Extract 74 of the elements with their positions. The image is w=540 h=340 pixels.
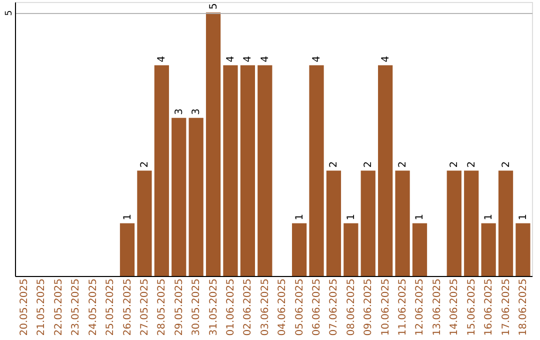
data-label: 4 [225, 56, 236, 62]
x-tick-label: 30.05.2025 [191, 278, 202, 336]
x-tick-label: 16.06.2025 [484, 278, 495, 336]
data-label: 1 [414, 214, 426, 220]
x-tick-label: 02.06.2025 [242, 278, 254, 336]
data-label: 5 [208, 3, 220, 10]
x-tick-label: 05.06.2025 [294, 278, 306, 336]
x-tick-label: 27.05.2025 [139, 278, 150, 336]
x-tick-label: 14.06.2025 [449, 278, 460, 336]
bar [360, 170, 376, 276]
bar [412, 223, 428, 276]
x-tick-label: 20.05.2025 [19, 278, 30, 336]
x-tick-label: 09.06.2025 [363, 278, 374, 336]
x-tick-label: 13.06.2025 [432, 278, 443, 336]
bar [188, 118, 204, 276]
data-label: 2 [328, 161, 340, 168]
data-label: 4 [312, 56, 323, 62]
bar [206, 12, 221, 276]
x-tick-label: 17.06.2025 [500, 278, 512, 336]
data-label: 4 [156, 56, 168, 62]
x-tick-label: 22.05.2025 [53, 278, 64, 336]
x-tick-label: 29.05.2025 [174, 278, 185, 336]
bar [223, 65, 238, 276]
data-label: 2 [466, 161, 478, 168]
x-tick-label: 15.06.2025 [466, 278, 478, 336]
data-label: 1 [346, 214, 357, 220]
bar [309, 65, 324, 276]
bar [395, 170, 410, 276]
data-label: 2 [449, 161, 460, 168]
bar [344, 223, 358, 276]
data-label: 4 [242, 56, 254, 62]
bar [481, 223, 496, 276]
bar [154, 65, 169, 276]
bar [292, 223, 307, 276]
x-tick-label: 03.06.2025 [260, 278, 271, 336]
x-tick-label: 18.06.2025 [518, 278, 529, 336]
data-label: 1 [122, 214, 134, 220]
data-label: 2 [398, 161, 409, 168]
x-tick-label: 25.05.2025 [105, 278, 116, 336]
data-label: 3 [174, 108, 185, 115]
x-tick-label: 04.06.2025 [277, 278, 288, 336]
data-label: 2 [500, 161, 512, 168]
bar [258, 65, 272, 276]
x-tick-label: 08.06.2025 [346, 278, 357, 336]
x-tick-label: 28.05.2025 [156, 278, 168, 336]
bar [498, 170, 514, 276]
x-tick-label: 10.06.2025 [380, 278, 392, 336]
data-label: 4 [260, 56, 271, 62]
x-tick-label: 07.06.2025 [328, 278, 340, 336]
data-label: 2 [139, 161, 150, 168]
data-label: 3 [191, 108, 202, 115]
bar [378, 65, 393, 276]
data-label: 1 [484, 214, 495, 220]
x-tick-label: 11.06.2025 [398, 278, 409, 336]
bar [137, 170, 152, 276]
x-tick-label: 01.06.2025 [225, 278, 236, 336]
x-tick-label: 31.05.2025 [208, 278, 220, 336]
x-tick-label: 24.05.2025 [88, 278, 99, 336]
x-tick-label: 06.06.2025 [312, 278, 323, 336]
x-tick-label: 12.06.2025 [414, 278, 426, 336]
x-tick-label: 26.05.2025 [122, 278, 134, 336]
bar [240, 65, 256, 276]
data-label: 4 [380, 56, 392, 62]
x-tick-label: 21.05.2025 [36, 278, 48, 336]
bar [326, 170, 342, 276]
data-label: 1 [518, 214, 529, 220]
bar [120, 223, 135, 276]
bar [172, 118, 186, 276]
bar [464, 170, 479, 276]
bar [446, 170, 462, 276]
data-label: 2 [363, 161, 374, 168]
data-label: 1 [294, 214, 306, 220]
bar [516, 223, 530, 276]
x-tick-label: 23.05.2025 [70, 278, 82, 336]
